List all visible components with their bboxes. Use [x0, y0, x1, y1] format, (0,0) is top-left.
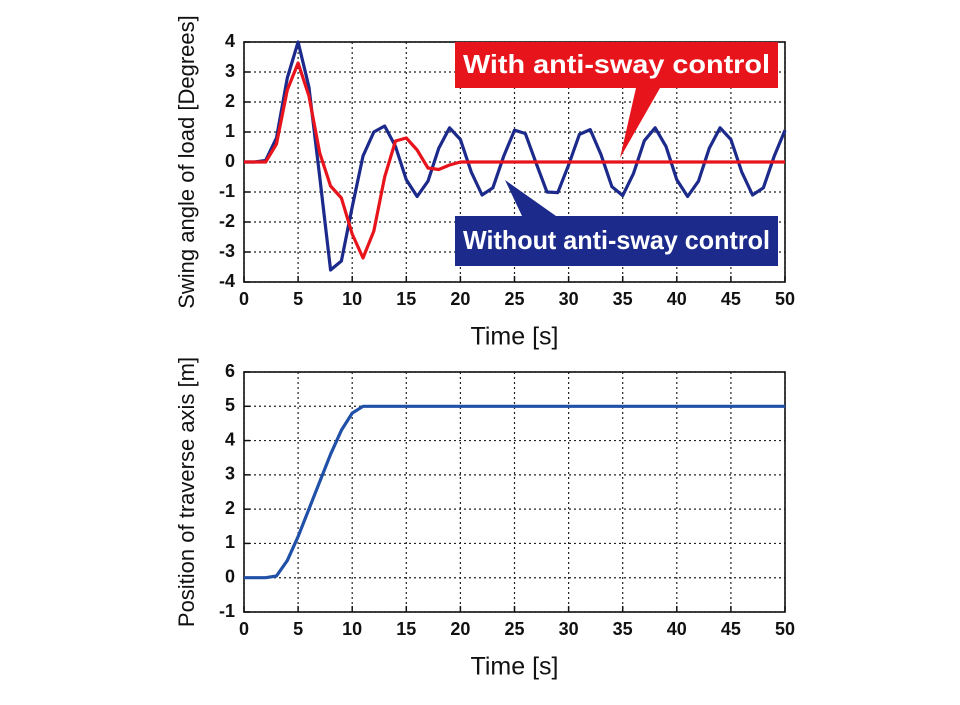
x-tick-label: 50	[775, 619, 795, 639]
x-tick-label: 15	[396, 289, 416, 309]
x-tick-label: 25	[504, 619, 524, 639]
x-tick-label: 30	[559, 619, 579, 639]
callout-pointer	[620, 88, 660, 158]
x-tick-label: 10	[342, 619, 362, 639]
y-tick-label: 0	[225, 151, 235, 171]
y-axis-title: Position of traverse axis [m]	[174, 357, 199, 627]
y-tick-label: 2	[225, 498, 235, 518]
data-line	[244, 61, 785, 260]
x-tick-label: 20	[450, 289, 470, 309]
plot-frame	[243, 371, 786, 613]
x-tick-label: 5	[293, 289, 303, 309]
y-axis-title: Swing angle of load [Degrees]	[174, 15, 199, 309]
y-tick-label: 4	[225, 429, 235, 449]
x-tick-label: 50	[775, 289, 795, 309]
x-tick-label: 45	[721, 289, 741, 309]
legend-label: Without anti-sway control	[463, 225, 770, 255]
x-tick-label: 20	[450, 619, 470, 639]
y-tick-label: 1	[225, 121, 235, 141]
y-tick-label: 1	[225, 532, 235, 552]
x-tick-label: 40	[667, 619, 687, 639]
legend-label: With anti-sway control	[463, 49, 770, 79]
y-tick-label: 6	[225, 361, 235, 381]
x-axis-title: Time [s]	[471, 323, 559, 351]
x-tick-label: 25	[504, 289, 524, 309]
y-tick-label: -1	[219, 601, 235, 621]
callout-box	[455, 42, 778, 88]
data-line	[244, 40, 787, 272]
y-tick-label: 3	[225, 464, 235, 484]
x-tick-label: 0	[239, 289, 249, 309]
y-tick-label: 4	[225, 31, 235, 51]
y-tick-label: 2	[225, 91, 235, 111]
x-tick-label: 5	[293, 619, 303, 639]
x-tick-label: 0	[239, 619, 249, 639]
y-tick-label: -1	[219, 181, 235, 201]
y-tick-label: 3	[225, 61, 235, 81]
x-tick-label: 35	[613, 619, 633, 639]
y-tick-label: -3	[219, 241, 235, 261]
callout-pointer	[505, 180, 556, 216]
x-tick-label: 35	[613, 289, 633, 309]
x-tick-label: 10	[342, 289, 362, 309]
x-tick-label: 15	[396, 619, 416, 639]
x-tick-label: 45	[721, 619, 741, 639]
callout-box	[455, 216, 778, 266]
x-tick-label: 40	[667, 289, 687, 309]
y-tick-label: 0	[225, 566, 235, 586]
subplot: 0 5 10 15 20 25 30 35 40 45 50 -4 -3 -2 -1 0 1 2 3 4 Time [s…	[174, 15, 795, 350]
y-tick-label: -4	[219, 271, 235, 291]
x-tick-label: 30	[559, 289, 579, 309]
y-tick-label: -2	[219, 211, 235, 231]
data-line	[244, 404, 785, 580]
x-axis-title: Time [s]	[471, 653, 559, 681]
y-tick-label: 5	[225, 395, 235, 415]
